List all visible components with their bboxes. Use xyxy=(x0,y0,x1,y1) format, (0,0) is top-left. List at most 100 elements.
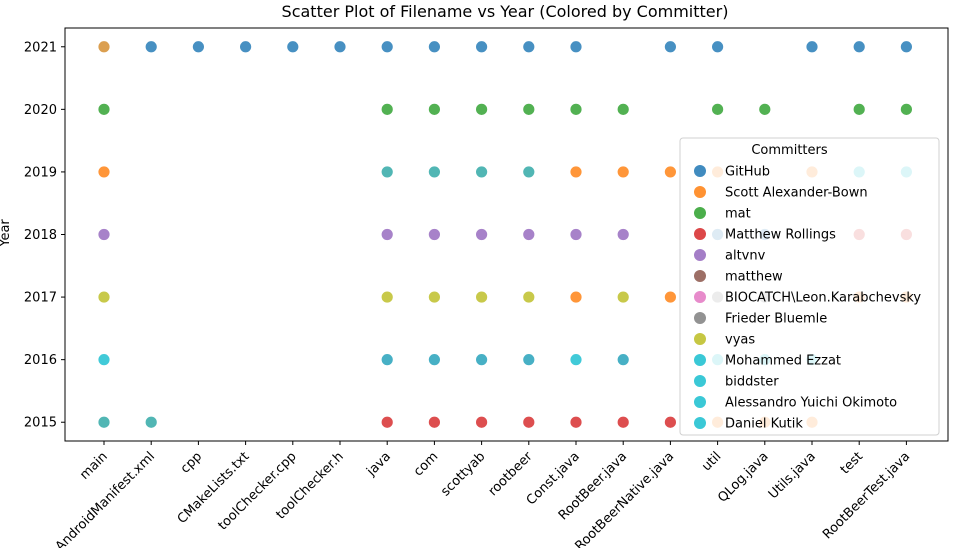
scatter-point xyxy=(380,353,394,367)
x-tick-label: Utils.java xyxy=(766,449,819,502)
scatter-point xyxy=(711,102,724,116)
scatter-point xyxy=(616,165,630,179)
scatter-point xyxy=(569,353,583,367)
scatter-point xyxy=(616,228,630,241)
scatter-point xyxy=(900,102,913,116)
scatter-point xyxy=(380,415,394,429)
y-axis-label: Year xyxy=(0,219,13,248)
scatter-point xyxy=(616,102,630,116)
x-tick-label: util xyxy=(699,449,724,474)
x-tick-label: main xyxy=(77,449,111,483)
legend-entry-label: Daniel Kutik xyxy=(725,417,803,432)
scatter-point xyxy=(475,353,489,367)
scatter-point xyxy=(522,415,536,429)
x-tick-label: QLog.java xyxy=(715,449,771,505)
scatter-point xyxy=(427,290,441,304)
scatter-point xyxy=(380,165,394,179)
legend-box xyxy=(679,137,940,436)
scatter-point xyxy=(333,40,347,54)
scatter-point xyxy=(569,40,583,54)
scatter-point xyxy=(616,415,630,429)
scatter-point xyxy=(664,415,677,429)
legend-marker xyxy=(694,333,706,345)
scatter-point xyxy=(97,102,111,116)
scatter-point xyxy=(758,102,772,116)
scatter-point xyxy=(286,40,300,54)
scatter-point xyxy=(805,40,819,54)
scatter-point xyxy=(427,102,441,116)
scatter-point xyxy=(569,102,583,116)
scatter-point xyxy=(475,102,489,116)
y-tick-label: 2015 xyxy=(24,416,57,431)
legend-marker xyxy=(694,375,706,387)
legend-entry-label: biddster xyxy=(725,375,779,390)
scatter-point xyxy=(427,353,441,367)
legend-marker xyxy=(694,228,706,240)
scatter-point xyxy=(616,290,630,304)
scatter-point xyxy=(522,102,536,116)
y-tick-label: 2019 xyxy=(24,165,57,180)
scatter-point xyxy=(380,102,394,116)
scatter-point xyxy=(664,40,677,54)
x-tick-label: cpp xyxy=(178,449,205,476)
chart-title: Scatter Plot of Filename vs Year (Colore… xyxy=(282,2,729,21)
scatter-point xyxy=(475,40,489,54)
scatter-point xyxy=(475,415,489,429)
scatter-point xyxy=(569,165,583,179)
x-tick-label: test xyxy=(838,449,866,477)
scatter-point xyxy=(427,415,441,429)
scatter-point xyxy=(97,228,111,241)
scatter-point xyxy=(97,40,111,54)
scatter-point xyxy=(522,290,536,304)
x-tick-label: com xyxy=(411,449,441,479)
legend-entry-label: BIOCATCH\Leon.Karabchevsky xyxy=(725,291,921,306)
y-tick-label: 2020 xyxy=(24,103,57,118)
legend-entry-label: mat xyxy=(725,207,751,222)
scatter-point xyxy=(427,165,441,179)
scatter-point xyxy=(97,415,111,429)
scatter-point xyxy=(144,40,158,54)
scatter-point xyxy=(522,165,536,179)
legend-entry-label: Alessandro Yuichi Okimoto xyxy=(725,396,897,411)
scatter-point xyxy=(522,40,536,54)
scatter-point xyxy=(475,228,489,241)
scatter-point xyxy=(569,290,583,304)
scatter-point xyxy=(522,353,536,367)
legend-marker xyxy=(694,396,706,408)
scatter-point xyxy=(664,165,677,179)
x-tick-label: RootBeerTest.java xyxy=(820,449,913,542)
y-tick-label: 2018 xyxy=(24,228,57,243)
y-axis: 2015 2016 2017 2018 2019 2020 2021 xyxy=(24,40,65,431)
plot-frame xyxy=(64,27,949,442)
x-tick-label: scottyab xyxy=(438,449,488,499)
legend-entry-label: Frieder Bluemle xyxy=(725,312,827,327)
scatter-point xyxy=(427,40,441,54)
scatter-point xyxy=(852,102,866,116)
y-tick-label: 2016 xyxy=(24,353,57,368)
legend-marker xyxy=(694,249,706,261)
legend-entry-label: Scott Alexander-Bown xyxy=(725,186,868,201)
legend: Committers GitHub Scott Alexander-Bown mat M… xyxy=(679,137,940,436)
legend-entry-label: Mohammed Ezzat xyxy=(725,354,841,369)
scatter-point xyxy=(97,290,111,304)
scatter-point xyxy=(380,228,394,241)
scatter-point xyxy=(97,165,111,179)
scatter-point xyxy=(900,40,913,54)
legend-marker xyxy=(694,207,706,219)
y-tick-label: 2017 xyxy=(24,291,57,306)
legend-marker xyxy=(694,312,706,324)
legend-marker xyxy=(694,291,706,303)
legend-marker xyxy=(694,165,706,177)
scatter-point xyxy=(616,353,630,367)
scatter-point xyxy=(664,290,677,304)
legend-title: Committers xyxy=(751,143,828,158)
scatter-point xyxy=(475,290,489,304)
scatter-point xyxy=(239,40,253,54)
scatter-point xyxy=(380,290,394,304)
scatter-point xyxy=(144,415,158,429)
scatter-point xyxy=(191,40,205,54)
scatter-point xyxy=(475,165,489,179)
scatter-point xyxy=(522,228,536,241)
legend-marker xyxy=(694,270,706,282)
